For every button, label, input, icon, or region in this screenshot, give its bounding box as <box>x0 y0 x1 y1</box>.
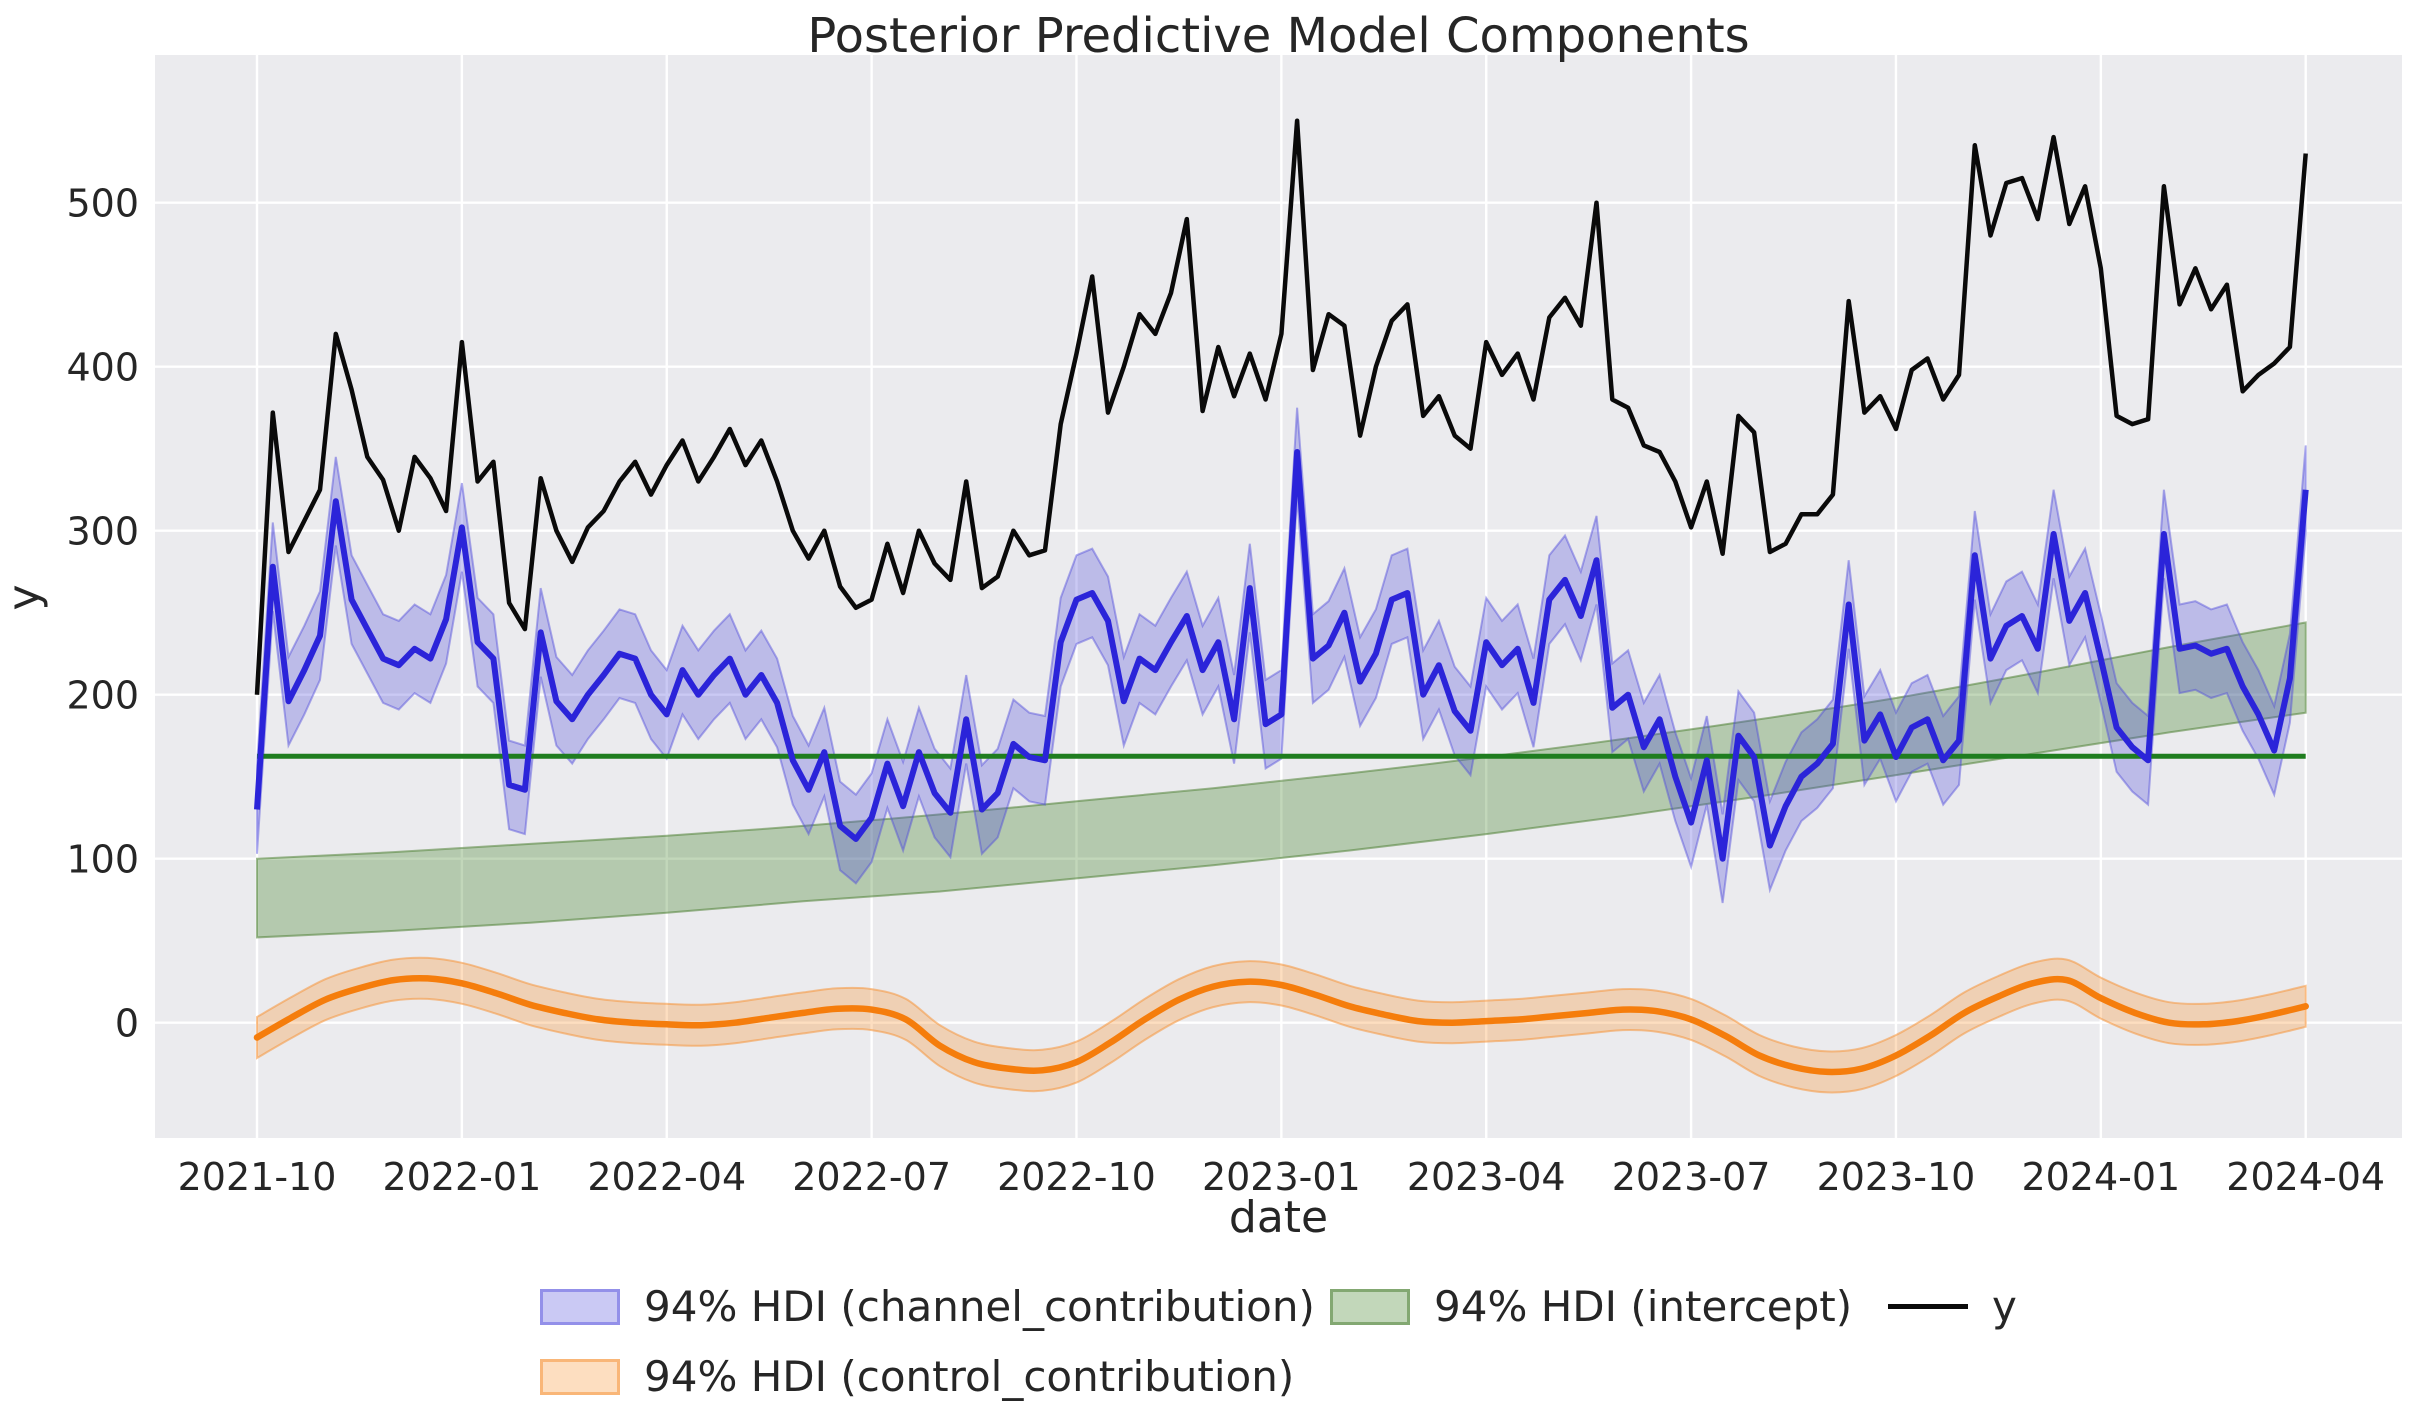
y-tick-label: 300 <box>66 510 139 554</box>
y-tick-label: 100 <box>66 838 139 882</box>
x-tick-label: 2023-01 <box>1202 1155 1361 1199</box>
intercept-hdi-swatch <box>1330 1288 1410 1325</box>
channel-hdi-swatch <box>540 1288 620 1325</box>
channel-hdi-band <box>256 407 2307 904</box>
control-hdi-swatch <box>540 1358 620 1395</box>
legend-item-channel: 94% HDI (channel_contribution) <box>540 1282 1315 1331</box>
y-axis-label: y <box>0 584 50 611</box>
y-tick-label: 500 <box>66 182 139 226</box>
y-observed-line <box>254 118 2308 695</box>
y-line-swatch <box>1888 1304 1968 1309</box>
chart-title: Posterior Predictive Model Components <box>807 8 1750 64</box>
legend-label-intercept: 94% HDI (intercept) <box>1434 1282 1853 1331</box>
x-tick-label: 2022-01 <box>382 1155 541 1199</box>
x-tick-label: 2023-07 <box>1612 1155 1771 1199</box>
legend-item-y: y <box>1888 1282 2017 1331</box>
x-tick-label: 2022-07 <box>792 1155 951 1199</box>
x-tick-label: 2022-04 <box>587 1155 746 1199</box>
series-layer <box>253 118 2309 1094</box>
x-tick-label: 2022-10 <box>997 1155 1156 1199</box>
control-mean-line <box>253 974 2309 1076</box>
channel-mean-line <box>254 449 2309 862</box>
control-hdi-band <box>256 956 2307 1094</box>
y-tick-label: 200 <box>66 674 139 718</box>
y-tick-label: 400 <box>66 346 139 390</box>
x-tick-label: 2023-10 <box>1817 1155 1976 1199</box>
x-tick-label: 2024-04 <box>2226 1155 2385 1199</box>
y-tick-label: 0 <box>115 1002 139 1046</box>
x-tick-label: 2024-01 <box>2021 1155 2180 1199</box>
legend-item-intercept: 94% HDI (intercept) <box>1330 1282 1852 1331</box>
legend-item-control: 94% HDI (control_contribution) <box>540 1352 1294 1401</box>
x-axis-label: date <box>1228 1192 1329 1243</box>
legend-label-control: 94% HDI (control_contribution) <box>644 1352 1295 1401</box>
x-tick-label: 2023-04 <box>1407 1155 1566 1199</box>
x-tick-label: 2021-10 <box>178 1155 337 1199</box>
legend-label-y: y <box>1992 1282 2017 1331</box>
legend-label-channel: 94% HDI (channel_contribution) <box>644 1282 1315 1331</box>
